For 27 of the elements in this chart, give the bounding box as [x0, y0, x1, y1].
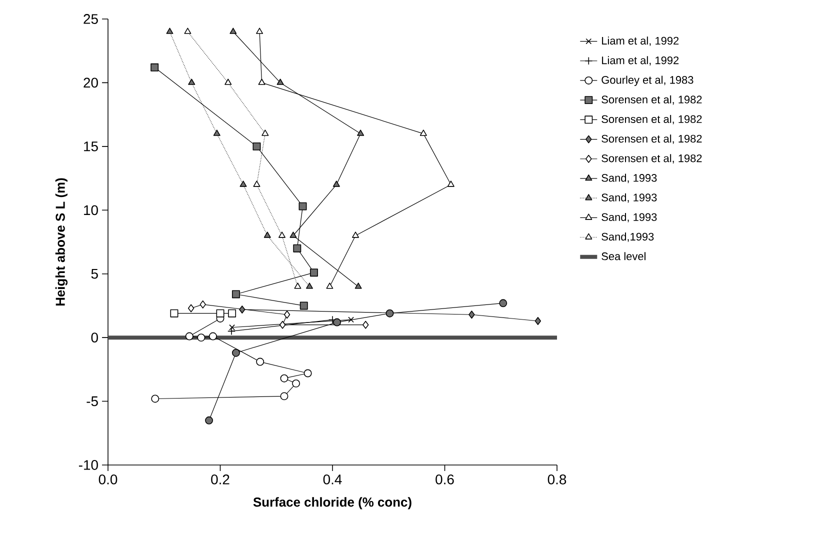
- legend-label: Sand, 1993: [602, 174, 657, 184]
- legend-label: Sea level: [602, 252, 646, 260]
- x-tick-label: 0.0: [98, 474, 118, 484]
- x-tick-label: 0.6: [436, 474, 454, 484]
- y-axis-title: Height above S L (m): [55, 178, 68, 306]
- y-tick-label: -10: [78, 460, 98, 470]
- x-axis-title: Surface chloride (% conc): [253, 497, 412, 510]
- legend-label: Sorensen et al, 1982: [602, 114, 702, 124]
- y-tick-label: 0: [91, 332, 98, 343]
- legend-label: Sorensen et al, 1982: [602, 134, 702, 144]
- y-tick-label: 15: [84, 142, 98, 152]
- legend-label: Sand, 1993: [602, 193, 657, 203]
- legend-label: Gourley et al, 1983: [602, 76, 694, 86]
- legend-label: Sand, 1993: [602, 212, 657, 222]
- x-tick-label: 0.4: [323, 474, 342, 484]
- y-tick-label: 5: [91, 268, 98, 279]
- x-tick-label: 0.2: [211, 474, 230, 484]
- legend-label: Liam et al, 1992: [602, 56, 679, 66]
- legend-label: Liam et al, 1992: [602, 36, 679, 46]
- legend-label: Sand,1993: [602, 232, 654, 242]
- legend-label: Sorensen et al, 1982: [602, 95, 702, 105]
- y-tick-label: -5: [86, 396, 98, 406]
- x-tick-label: 0.8: [548, 474, 566, 484]
- y-tick-label: 25: [84, 14, 98, 24]
- y-tick-label: 10: [84, 205, 98, 216]
- legend-label: Sorensen et al, 1982: [602, 154, 702, 164]
- y-tick-label: 20: [84, 78, 98, 88]
